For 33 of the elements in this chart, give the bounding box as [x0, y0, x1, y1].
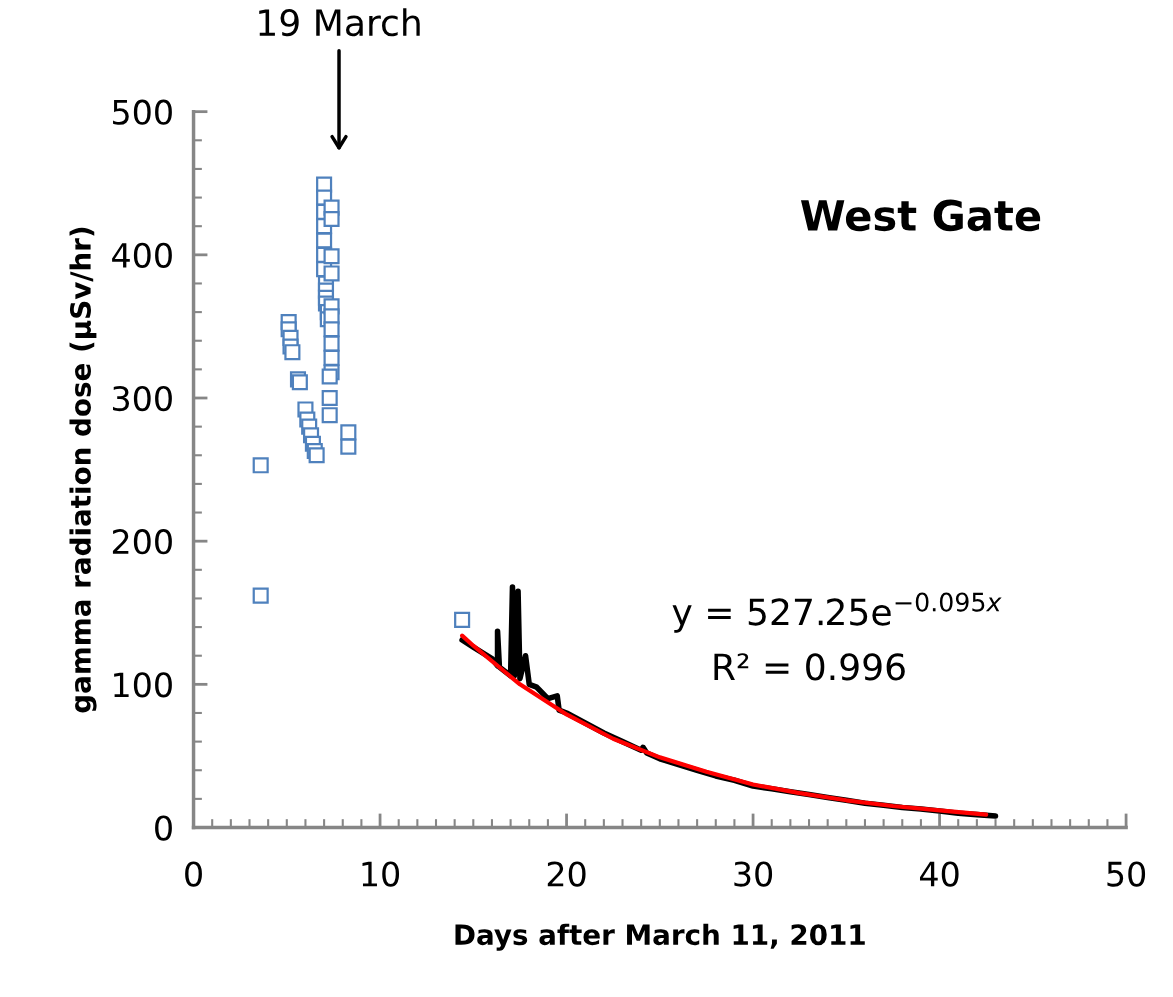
point: [321, 368, 338, 385]
y-tick-label: 400: [112, 242, 172, 268]
point: [321, 389, 338, 407]
x-tick-label: 0: [185, 861, 202, 887]
point: [340, 424, 357, 441]
y-tick-label: 500: [113, 99, 172, 125]
point: [321, 407, 338, 424]
x-tick-label: 10: [362, 861, 400, 887]
y-tick-label: 300: [113, 385, 172, 412]
point: [252, 587, 269, 604]
point: [252, 457, 269, 474]
annotation: West Gate: [800, 199, 1041, 232]
annotation: R² = 0.996: [714, 653, 905, 681]
x-tick-label: 30: [734, 861, 773, 887]
point: [323, 210, 340, 228]
x-tick-label: 40: [919, 861, 959, 887]
point: [454, 611, 471, 628]
x-axis-title: Days after March 11, 2011: [455, 923, 865, 951]
point: [323, 248, 340, 265]
line-series: [460, 633, 989, 817]
point: [308, 447, 325, 464]
point: [323, 321, 340, 338]
y-tick-label: 0: [155, 815, 172, 841]
point: [284, 344, 301, 361]
y-tick-label: 200: [112, 529, 172, 555]
point: [340, 438, 357, 455]
text: 19 March: [259, 8, 420, 37]
y-tick-label: 100: [114, 672, 172, 698]
x-tick-label: 20: [547, 861, 586, 887]
x-tick-label: 50: [1107, 861, 1146, 887]
y-axis-title: gamma radiation dose (μSv/hr): [69, 227, 97, 713]
annotation: y = 527.25e$^{−0.095x}$: [672, 592, 1002, 633]
point: [323, 265, 340, 282]
